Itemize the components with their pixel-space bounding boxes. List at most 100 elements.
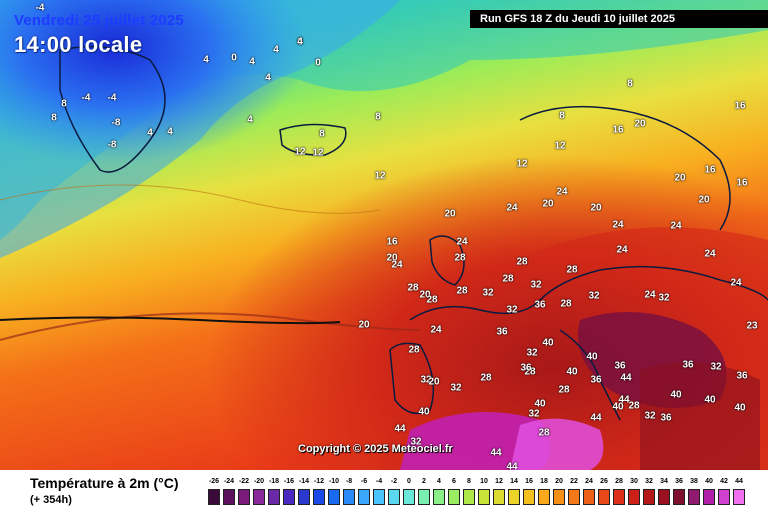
temperature-value: 20	[542, 198, 554, 210]
temperature-value: 16	[612, 124, 624, 136]
temperature-value: 16	[734, 100, 746, 112]
temperature-value: -4	[107, 92, 117, 104]
legend-tick: 12	[495, 478, 503, 485]
temperature-value: 8	[375, 111, 381, 123]
temperature-value: 20	[419, 289, 431, 301]
valid-time: 14:00 locale	[14, 32, 143, 57]
temperature-value: 24	[704, 248, 716, 260]
temperature-value: 28	[502, 273, 514, 285]
temperature-value: 40	[418, 406, 430, 418]
temperature-value: 12	[516, 158, 528, 170]
legend-swatch	[238, 489, 250, 505]
legend-swatch	[478, 489, 490, 505]
temperature-value: 32	[410, 436, 422, 448]
temperature-value: 0	[231, 52, 237, 64]
legend-tick: 24	[585, 478, 593, 485]
temperature-value: 0	[315, 57, 321, 69]
temperature-value: 36	[496, 326, 508, 338]
temperature-value: 36	[534, 299, 546, 311]
legend-tick: -4	[375, 478, 383, 485]
legend-tick: -18	[268, 478, 280, 485]
legend-swatch	[268, 489, 280, 505]
temperature-value: 12	[312, 147, 324, 159]
legend-tick: -16	[283, 478, 295, 485]
legend-swatch	[403, 489, 415, 505]
legend-swatch	[583, 489, 595, 505]
temperature-value: 32	[528, 408, 540, 420]
temperature-value: 16	[736, 177, 748, 189]
legend-tick: 38	[690, 478, 698, 485]
legend-swatch	[673, 489, 685, 505]
legend-tick: 14	[510, 478, 518, 485]
legend-swatch	[613, 489, 625, 505]
temperature-value: 24	[430, 324, 442, 336]
legend-swatch	[538, 489, 550, 505]
temperature-value: 36	[682, 359, 694, 371]
legend-tick: 0	[407, 478, 411, 485]
legend-tick: 6	[452, 478, 456, 485]
legend-swatch	[703, 489, 715, 505]
temperature-value: 8	[559, 110, 565, 122]
color-scale: -26 -24 -22 -20 -18 -16 -14 -12 -10 -8 -6 -4 -2 0 2 4 6 8…	[208, 478, 754, 508]
temperature-value: 40	[704, 394, 716, 406]
legend-swatch	[373, 489, 385, 505]
legend-tick: -14	[298, 478, 310, 485]
legend-footer: Température à 2m (°C) (+ 354h) -26 -24 -22…	[0, 470, 768, 512]
legend-swatch	[523, 489, 535, 505]
temperature-value: 4	[147, 127, 153, 139]
temperature-value: 28	[560, 298, 572, 310]
temperature-value: 20	[674, 172, 686, 184]
legend-swatch	[493, 489, 505, 505]
temperature-value: 32	[482, 287, 494, 299]
temperature-value: 44	[618, 394, 630, 406]
temperature-value: 44	[490, 447, 502, 459]
legend-tick: 36	[675, 478, 683, 485]
temperature-value: 16	[704, 164, 716, 176]
legend-tick: 28	[615, 478, 623, 485]
temperature-value: 8	[51, 112, 57, 124]
temperature-value: 8	[61, 98, 67, 110]
temperature-value: 36	[614, 360, 626, 372]
temperature-value: 36	[590, 374, 602, 386]
legend-tick: 22	[570, 478, 578, 485]
temperature-value: 24	[556, 186, 568, 198]
legend-tick: 4	[437, 478, 441, 485]
legend-tick: 16	[525, 478, 533, 485]
legend-title: Température à 2m (°C)	[30, 475, 179, 491]
temperature-value: 44	[394, 423, 406, 435]
legend-tick: 20	[555, 478, 563, 485]
legend-swatch	[658, 489, 670, 505]
temperature-value: 40	[670, 389, 682, 401]
temperature-value: 8	[319, 128, 325, 140]
legend-swatch	[328, 489, 340, 505]
temperature-value: 0	[297, 36, 303, 48]
legend-swatch	[628, 489, 640, 505]
temperature-value: -4	[81, 92, 91, 104]
temperature-value: 24	[644, 289, 656, 301]
temperature-value: 32	[588, 290, 600, 302]
legend-tick: -10	[328, 478, 340, 485]
legend-swatch	[298, 489, 310, 505]
temperature-value: 20	[634, 118, 646, 130]
legend-swatch	[343, 489, 355, 505]
temperature-value: 24	[612, 219, 624, 231]
temperature-value: 28	[558, 384, 570, 396]
legend-swatch	[223, 489, 235, 505]
temperature-value: 44	[506, 461, 518, 471]
legend-tick: -8	[345, 478, 353, 485]
temperature-value: 24	[670, 220, 682, 232]
legend-swatch	[688, 489, 700, 505]
legend-tick: 2	[422, 478, 426, 485]
temperature-value: 28	[566, 264, 578, 276]
temperature-value: 28	[426, 294, 438, 306]
temperature-value: 4	[249, 56, 255, 68]
temperature-value: 12	[554, 140, 566, 152]
temperature-value: 32	[530, 279, 542, 291]
legend-tick: -2	[390, 478, 398, 485]
temperature-value: 40	[566, 366, 578, 378]
temperature-value: 28	[408, 344, 420, 356]
legend-tick: 42	[720, 478, 728, 485]
temperature-value: 20	[444, 208, 456, 220]
temperature-value: 28	[480, 372, 492, 384]
